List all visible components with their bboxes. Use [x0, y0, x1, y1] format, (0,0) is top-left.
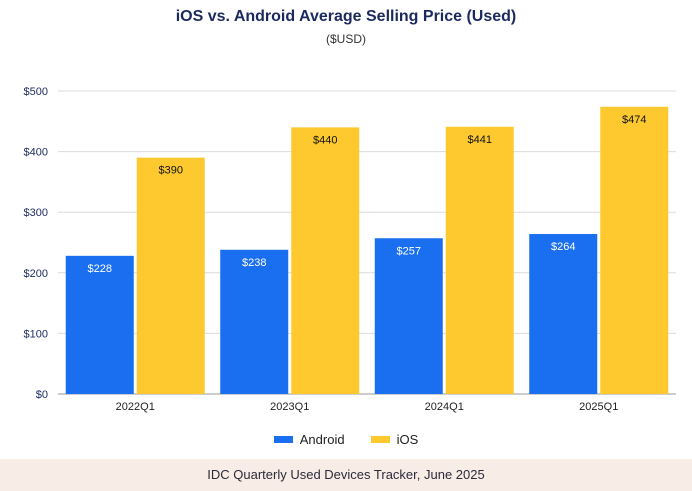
android-bar — [220, 249, 289, 394]
bar-chart: $0 $100 $200 $300 $400 $500 $228 $390 2022Q1 $238… — [24, 86, 676, 413]
legend-label-ios: iOS — [396, 432, 419, 447]
x-tick-label: 2024Q1 — [425, 401, 464, 413]
y-tick-label: $500 — [24, 86, 48, 98]
ios-data-label: $390 — [159, 165, 183, 177]
android-data-label: $257 — [397, 245, 421, 257]
y-tick-label: $200 — [24, 268, 48, 280]
source-footer: IDC Quarterly Used Devices Tracker, June… — [0, 459, 692, 491]
ios-bar — [600, 106, 669, 395]
legend-item-android: Android — [273, 432, 345, 447]
ios-bar — [445, 126, 514, 394]
y-tick-label: $0 — [36, 389, 48, 401]
y-tick-label: $300 — [24, 207, 48, 219]
x-tick-label: 2023Q1 — [270, 401, 309, 413]
legend-swatch-ios — [370, 436, 390, 443]
android-data-label: $238 — [242, 257, 266, 269]
chart-title: iOS vs. Android Average Selling Price (U… — [175, 8, 517, 25]
legend: Android iOS — [0, 432, 692, 447]
chart-subtitle: ($USD) — [325, 32, 366, 46]
ios-bar — [291, 127, 360, 395]
x-tick-label: 2025Q1 — [579, 401, 618, 413]
legend-label-android: Android — [299, 432, 345, 447]
x-tick-label: 2022Q1 — [116, 401, 155, 413]
ios-data-label: $474 — [622, 114, 646, 126]
android-bar — [529, 234, 598, 394]
y-tick-label: $100 — [24, 328, 48, 340]
android-data-label: $228 — [88, 263, 112, 275]
ios-bar — [136, 157, 205, 394]
ios-data-label: $440 — [313, 134, 337, 146]
legend-item-ios: iOS — [370, 432, 419, 447]
android-bar — [374, 238, 443, 394]
android-data-label: $264 — [551, 241, 575, 253]
android-bar — [65, 255, 134, 394]
y-tick-label: $400 — [24, 147, 48, 159]
legend-swatch-android — [273, 436, 293, 443]
ios-data-label: $441 — [468, 134, 492, 146]
